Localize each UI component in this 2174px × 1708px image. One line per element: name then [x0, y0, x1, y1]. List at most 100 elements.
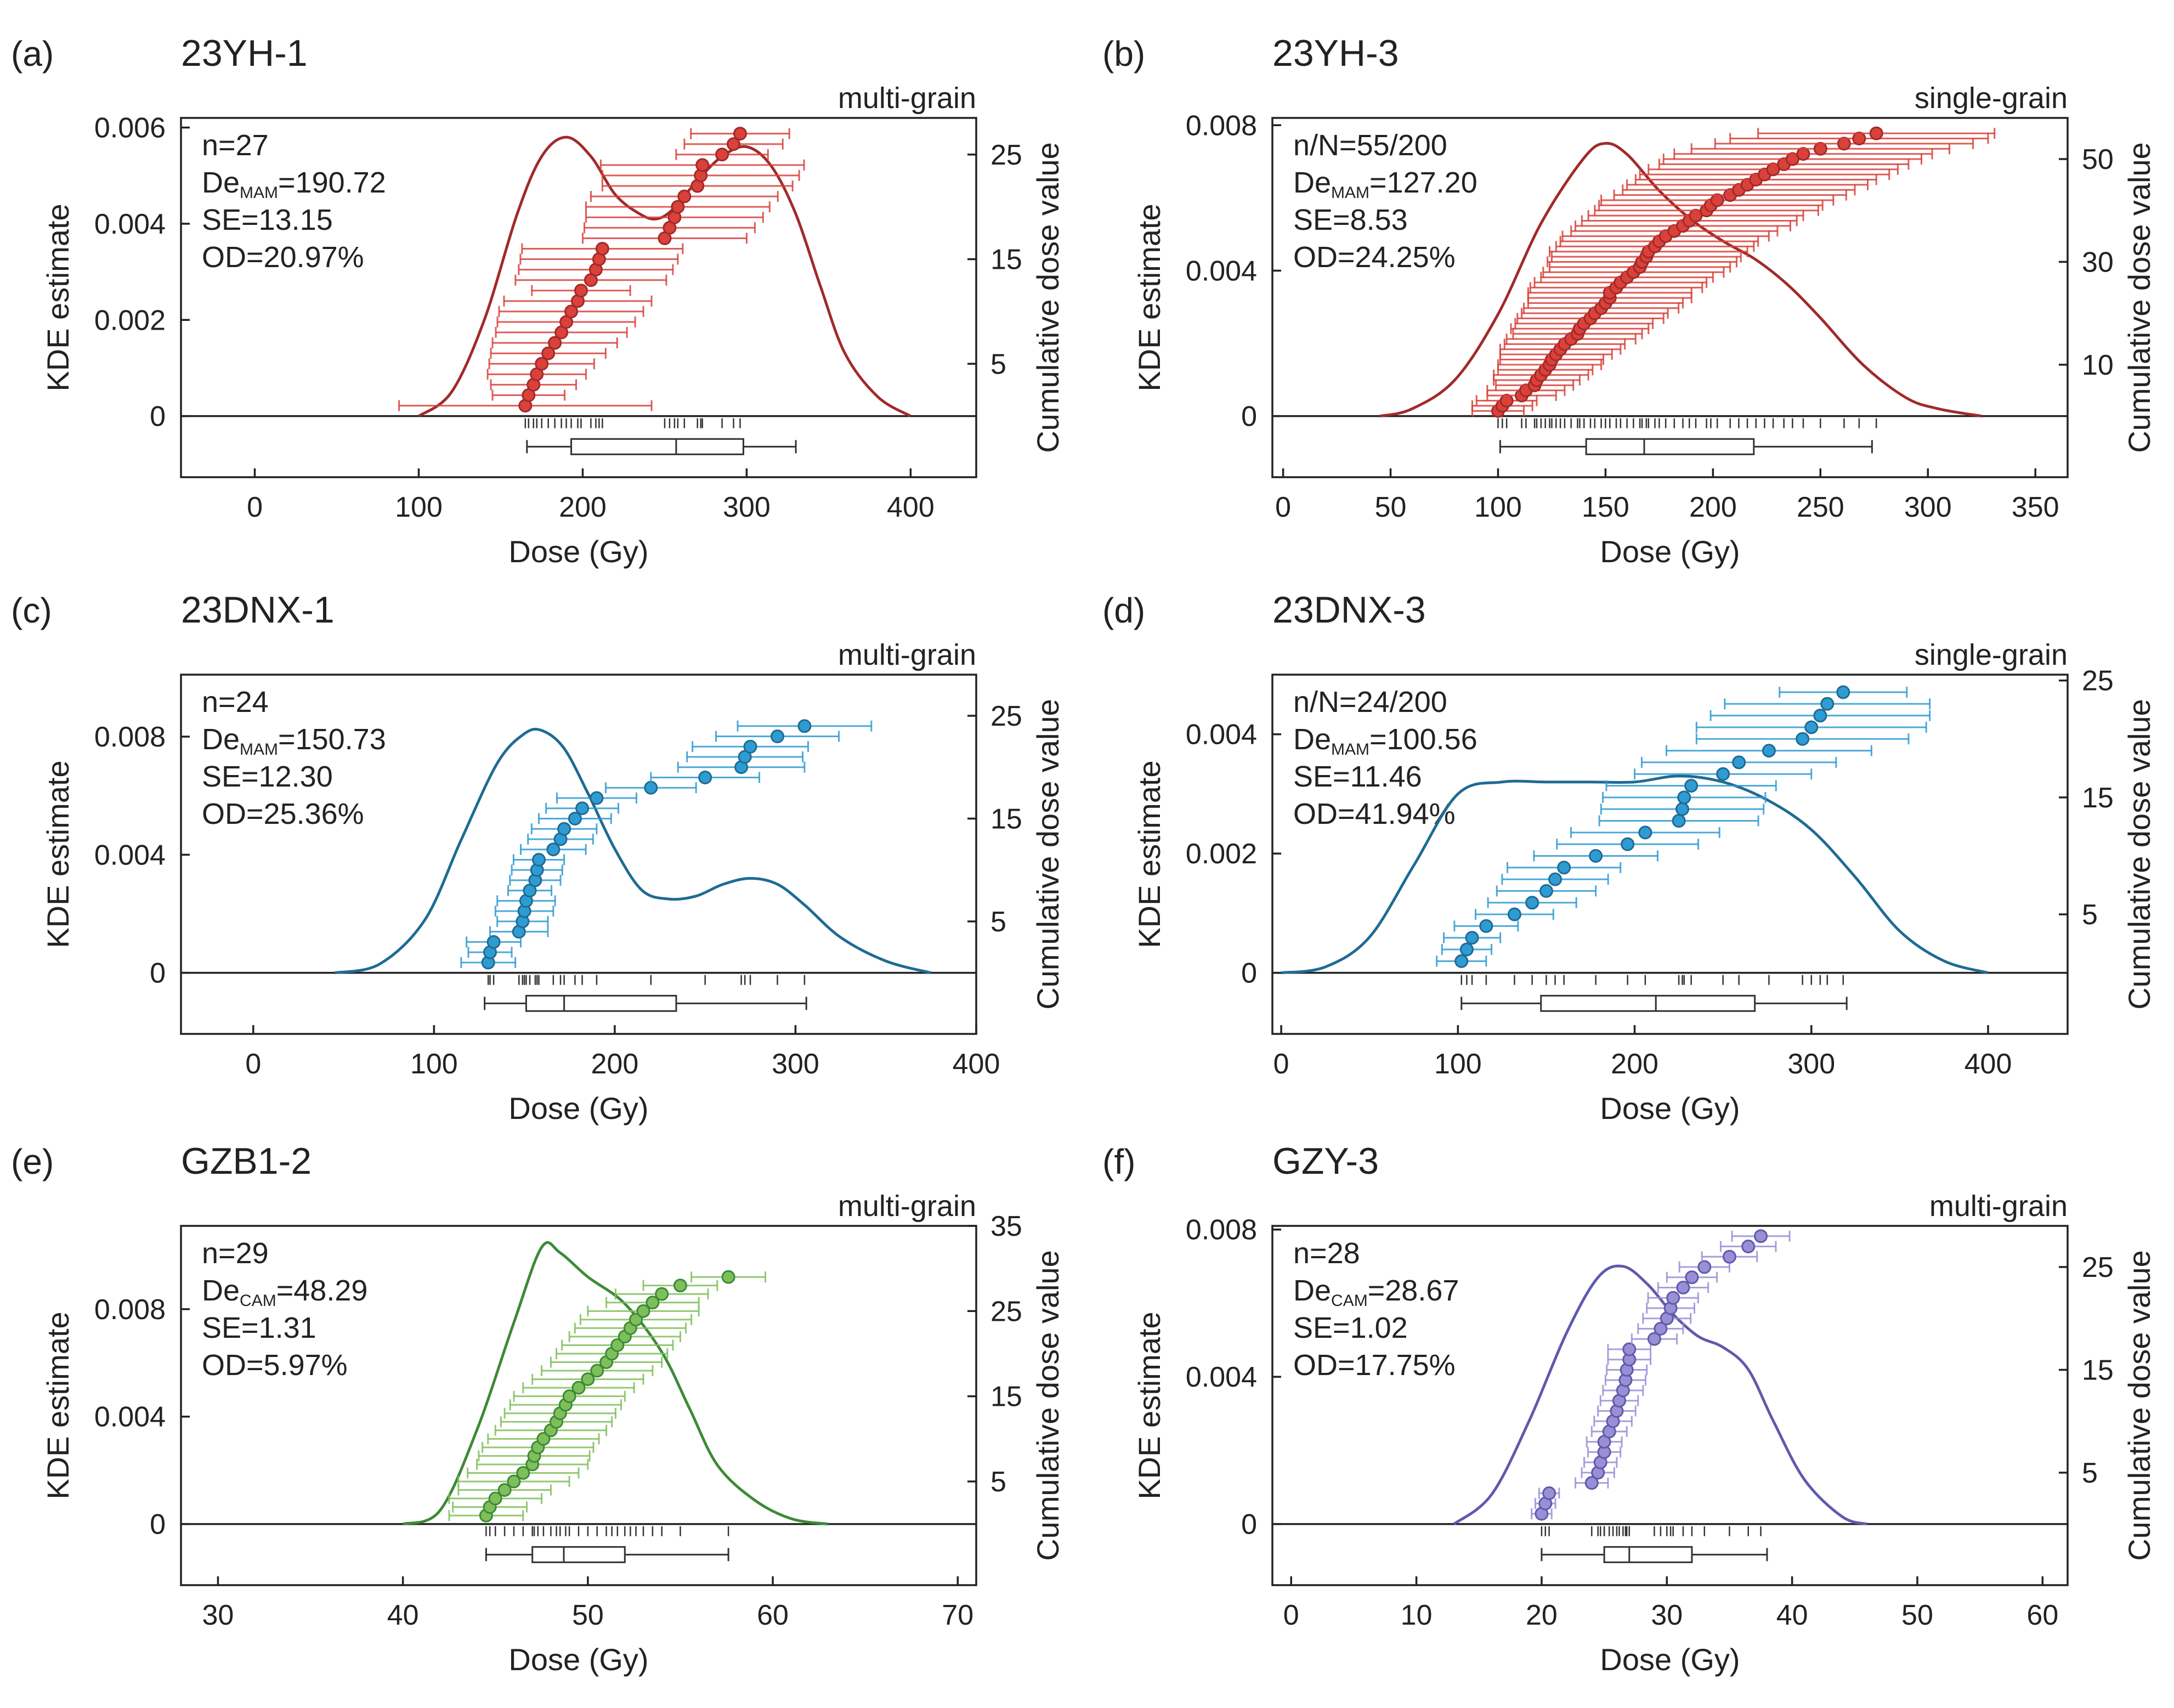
- y2-tick-label: 25: [990, 700, 1022, 732]
- y2-tick-label: 25: [2082, 665, 2114, 697]
- y-axis-label-right: Cumulative dose value: [1031, 699, 1065, 1010]
- dose-point: [1647, 1332, 1661, 1346]
- x-tick-label: 50: [1901, 1599, 1933, 1631]
- dose-point: [1675, 802, 1690, 816]
- stat-equals: =: [1338, 1349, 1355, 1382]
- stat-equals: =: [246, 798, 264, 830]
- y2-tick-label: 5: [990, 348, 1006, 380]
- stat-2: SE=1.31: [202, 1311, 316, 1344]
- dose-point: [1689, 208, 1703, 223]
- y-axis-label-left: KDE estimate: [1132, 760, 1167, 948]
- dose-point: [546, 842, 561, 857]
- panel-c: (c) 23DNX-1 multi-grain 0 0.004 0.008 5 15 25 0 10…: [11, 589, 1065, 1126]
- dose-point: [1837, 137, 1851, 151]
- y2-tick-label: 15: [2082, 782, 2114, 814]
- stat-equals: =: [246, 241, 264, 274]
- dose-point: [1732, 755, 1746, 770]
- stat-3: OD=41.94%: [1293, 798, 1456, 830]
- x-tick-label: 300: [723, 491, 771, 523]
- y2-tick-label: 15: [990, 244, 1022, 276]
- y-tick-label: 0: [150, 958, 166, 989]
- stat-label: n: [1293, 1237, 1310, 1270]
- stat-equals: =: [1339, 129, 1357, 162]
- dose-point: [536, 1432, 551, 1446]
- stat-2: SE=1.02: [1293, 1311, 1408, 1344]
- stat-2: SE=13.15: [202, 203, 333, 236]
- x-tick-label: 0: [247, 491, 263, 523]
- y-tick-label: 0: [150, 1509, 166, 1541]
- stat-equals: =: [1369, 723, 1387, 756]
- x-tick-label: 10: [1401, 1599, 1433, 1631]
- stat-label: n: [202, 1237, 218, 1270]
- plot-frame: [1271, 1225, 2069, 1586]
- y2-tick-label: 15: [2082, 1354, 2114, 1386]
- dose-point: [727, 137, 741, 151]
- panel-title: 23YH-3: [1272, 32, 1399, 74]
- stat-label: SE: [202, 1311, 241, 1344]
- dose-point: [1542, 1486, 1556, 1500]
- stat-value: 127.20: [1387, 166, 1477, 199]
- stat-label: n/N: [1293, 129, 1339, 162]
- dose-point: [535, 357, 549, 371]
- y-tick-label: 0.002: [94, 304, 166, 336]
- dose-point: [486, 935, 501, 949]
- y-tick-label: 0.004: [94, 1401, 166, 1433]
- dose-point: [1666, 1291, 1680, 1305]
- dose-point: [646, 1296, 660, 1310]
- stat-3: OD=17.75%: [1293, 1349, 1456, 1382]
- stat-subscript: MAM: [240, 184, 278, 202]
- kde-curve: [1281, 774, 1989, 975]
- stat-label: OD: [202, 241, 246, 274]
- y-tick-label: 0.004: [94, 839, 166, 871]
- stat-value: 25.36%: [264, 798, 364, 830]
- dose-point: [557, 822, 571, 836]
- y-tick-label: 0: [150, 401, 166, 433]
- panel-label: (a): [11, 34, 54, 73]
- y-tick-label: 0.008: [94, 1294, 166, 1326]
- panel-label: (f): [1102, 1142, 1135, 1181]
- dose-point: [1796, 732, 1810, 746]
- y2-tick-label: 15: [990, 1381, 1022, 1413]
- y2-tick-label: 10: [2082, 349, 2114, 381]
- stat-value: 27: [236, 129, 269, 162]
- x-axis-label: Dose (Gy): [508, 1642, 648, 1677]
- y-axis-label-right: Cumulative dose value: [2122, 699, 2156, 1010]
- x-tick-label: 250: [1797, 491, 1844, 523]
- stat-value: 1.02: [1350, 1311, 1408, 1344]
- dose-point: [1454, 954, 1469, 968]
- stat-2: SE=12.30: [202, 760, 333, 793]
- plot-frame: [180, 1225, 977, 1586]
- stat-0: n=27: [202, 129, 269, 162]
- stat-equals: =: [1339, 686, 1357, 719]
- stat-label: De: [1293, 1274, 1331, 1307]
- dose-point: [516, 1466, 530, 1480]
- dose-point: [695, 158, 710, 172]
- x-tick-label: 30: [202, 1599, 234, 1631]
- stat-label: n: [202, 129, 218, 162]
- kde-curve: [1453, 1264, 1868, 1526]
- panel-title: GZB1-2: [181, 1140, 312, 1182]
- dose-point: [1539, 884, 1553, 898]
- dose-point: [1762, 744, 1776, 758]
- stat-label: n: [202, 686, 218, 719]
- panel-title: GZY-3: [1272, 1140, 1379, 1182]
- dose-point: [629, 1313, 643, 1327]
- box-iqr: [1540, 994, 1756, 1012]
- stat-value: 48.29: [293, 1274, 367, 1307]
- x-tick-label: 60: [757, 1599, 789, 1631]
- stat-0: n=24: [202, 686, 269, 719]
- dose-point: [1796, 147, 1810, 161]
- stat-value: 24/200: [1357, 686, 1447, 719]
- dose-point: [1754, 1229, 1768, 1243]
- grain-type-label: multi-grain: [838, 1190, 976, 1223]
- x-tick-label: 400: [1964, 1048, 2012, 1080]
- dose-point: [507, 1474, 521, 1489]
- dose-point: [1677, 790, 1691, 805]
- stat-value: 1.31: [259, 1311, 316, 1344]
- stat-label: De: [202, 723, 240, 756]
- x-tick-label: 200: [591, 1048, 639, 1080]
- dose-point: [1672, 813, 1686, 828]
- box-iqr: [1585, 438, 1755, 455]
- x-tick-label: 50: [1375, 491, 1407, 523]
